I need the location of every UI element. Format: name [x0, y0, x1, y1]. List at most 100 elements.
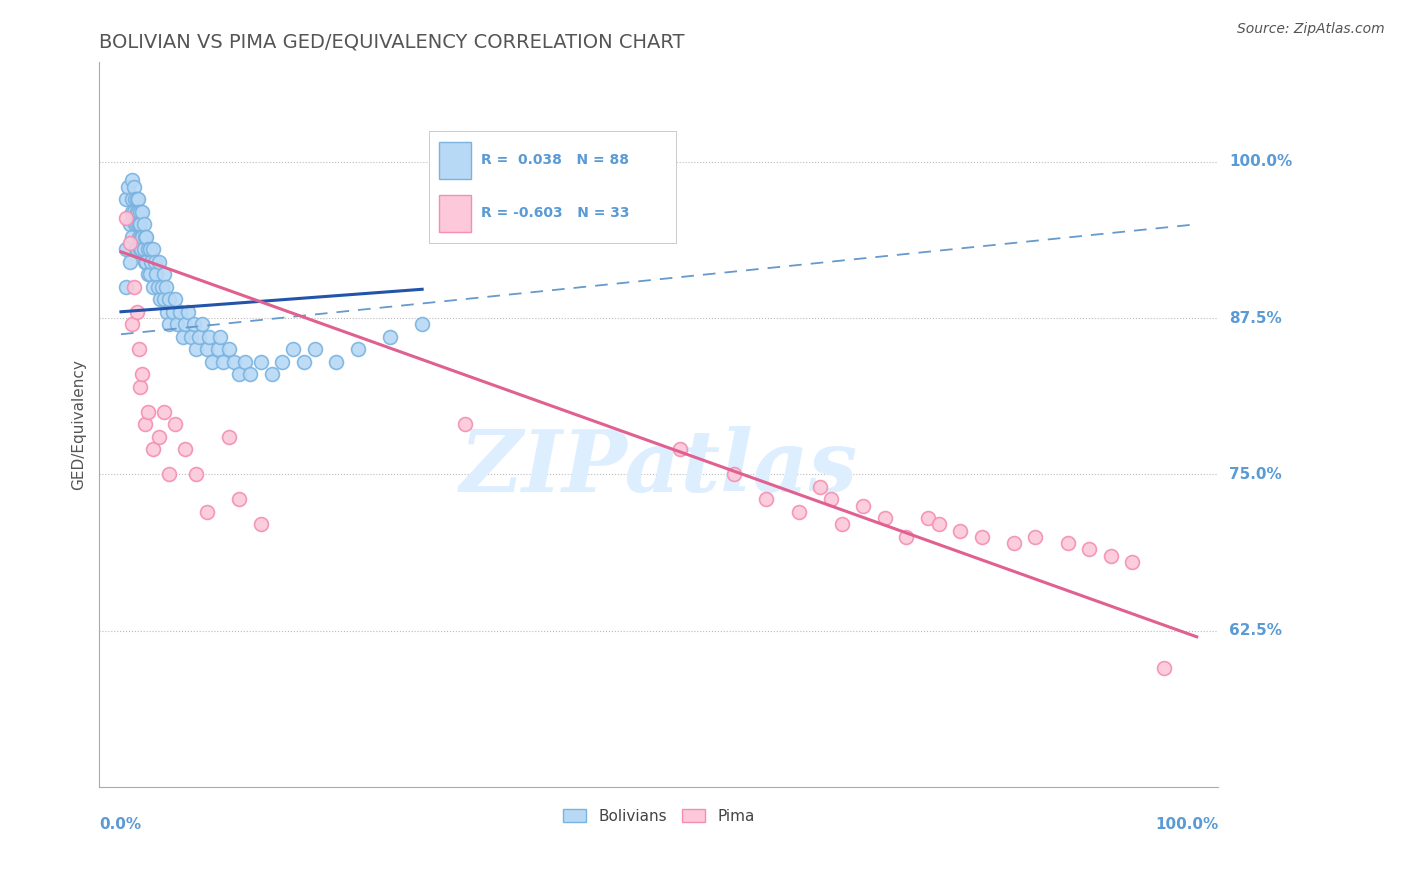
Point [129, 204, 152, 219]
Y-axis label: GED/Equivalency: GED/Equivalency [72, 359, 86, 490]
Point [139, 267, 162, 281]
Point [190, 318, 212, 332]
Point [131, 229, 153, 244]
Legend: Bolivians, Pima: Bolivians, Pima [557, 803, 761, 830]
Point [831, 517, 853, 532]
Point [186, 467, 208, 482]
Point [135, 254, 157, 268]
Point [134, 229, 156, 244]
Point [142, 242, 165, 256]
Point [148, 430, 170, 444]
Point [233, 355, 256, 369]
Text: 62.5%: 62.5% [1229, 624, 1282, 638]
Point [249, 355, 271, 369]
Point [117, 179, 139, 194]
Point [157, 318, 180, 332]
Point [669, 442, 692, 457]
Point [124, 217, 146, 231]
Point [239, 368, 262, 382]
Point [166, 318, 188, 332]
Point [208, 330, 231, 344]
Point [281, 343, 304, 357]
Point [271, 355, 294, 369]
Point [115, 211, 138, 225]
Point [325, 355, 347, 369]
Point [122, 179, 145, 194]
Point [129, 217, 152, 231]
Point [1024, 530, 1046, 544]
Point [134, 254, 156, 268]
Point [121, 318, 143, 332]
Point [131, 242, 153, 256]
Point [852, 499, 875, 513]
Point [212, 355, 235, 369]
Point [169, 305, 191, 319]
Point [156, 305, 179, 319]
Point [411, 318, 433, 332]
Point [127, 217, 149, 231]
Point [121, 192, 143, 206]
Point [1153, 661, 1175, 675]
Text: Source: ZipAtlas.com: Source: ZipAtlas.com [1237, 22, 1385, 37]
Point [176, 305, 198, 319]
Point [139, 242, 162, 256]
Point [787, 505, 810, 519]
Text: 100.0%: 100.0% [1154, 817, 1218, 832]
Point [142, 442, 165, 457]
Point [118, 254, 141, 268]
Point [145, 267, 167, 281]
Point [135, 229, 157, 244]
Point [228, 492, 250, 507]
Point [129, 242, 152, 256]
Point [124, 192, 146, 206]
Point [207, 343, 229, 357]
Point [136, 242, 159, 256]
Point [127, 192, 149, 206]
Point [127, 305, 149, 319]
Point [118, 235, 141, 250]
Point [1056, 536, 1078, 550]
Point [121, 229, 143, 244]
Point [218, 430, 240, 444]
Point [454, 417, 477, 432]
Point [153, 405, 176, 419]
Point [128, 217, 150, 231]
Text: BOLIVIAN VS PIMA GED/EQUIVALENCY CORRELATION CHART: BOLIVIAN VS PIMA GED/EQUIVALENCY CORRELA… [100, 33, 685, 52]
Text: 87.5%: 87.5% [1229, 310, 1282, 326]
Point [917, 511, 939, 525]
Point [129, 380, 152, 394]
Point [128, 229, 150, 244]
Point [1099, 549, 1122, 563]
Point [304, 343, 326, 357]
Text: ZIPatlas: ZIPatlas [460, 426, 858, 509]
Point [153, 293, 176, 307]
Point [228, 368, 250, 382]
Point [149, 293, 172, 307]
Point [218, 343, 240, 357]
Point [131, 368, 153, 382]
Point [136, 405, 159, 419]
Point [157, 467, 180, 482]
Point [142, 279, 165, 293]
Point [260, 368, 283, 382]
Point [121, 204, 143, 219]
Point [195, 343, 218, 357]
Point [755, 492, 778, 507]
Point [155, 279, 177, 293]
Point [131, 229, 153, 244]
Point [145, 254, 167, 268]
Point [132, 217, 155, 231]
Point [172, 330, 194, 344]
Point [723, 467, 745, 482]
Point [183, 318, 205, 332]
Point [222, 355, 245, 369]
Point [148, 254, 170, 268]
Point [134, 417, 156, 432]
Point [139, 254, 162, 268]
Point [1078, 542, 1101, 557]
Point [146, 279, 169, 293]
Point [949, 524, 972, 538]
Point [153, 267, 176, 281]
Point [128, 343, 150, 357]
Point [115, 192, 138, 206]
